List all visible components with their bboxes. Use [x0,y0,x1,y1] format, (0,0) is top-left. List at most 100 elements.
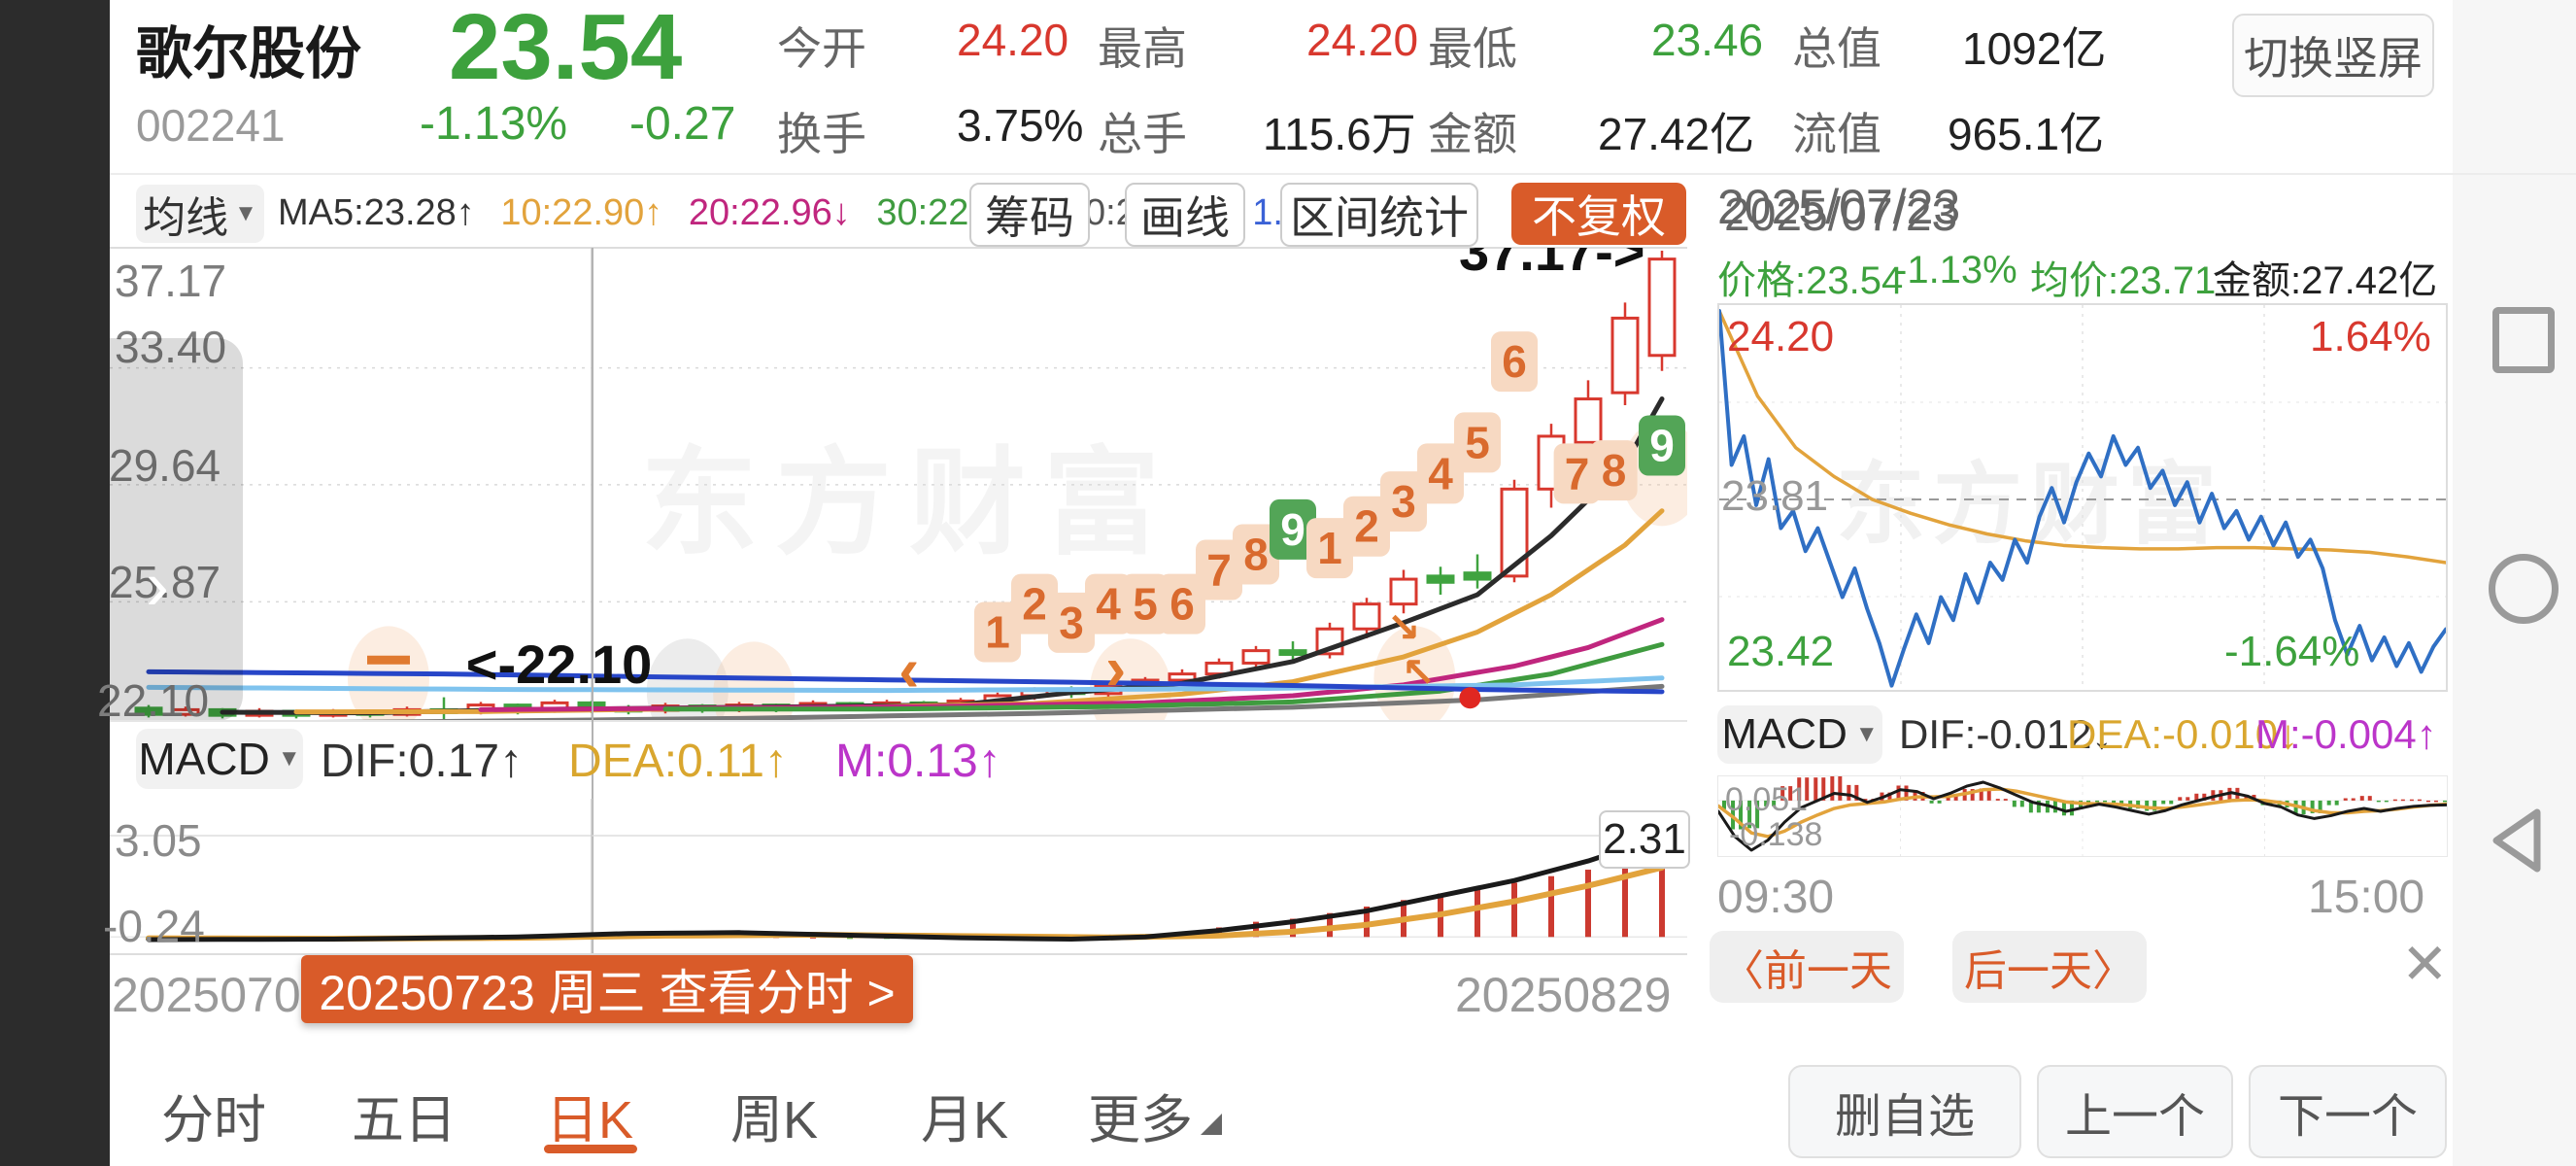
side-drawer-handle[interactable] [110,338,243,721]
next-day-button[interactable]: 后一天〉 [1952,931,2147,1003]
ma-selector-button[interactable]: 均线 ▼ [136,185,264,243]
svg-text:<-22.10: <-22.10 [466,634,653,695]
tab-more[interactable]: 更多 [1088,1091,1193,1149]
tab-daily-k[interactable]: 日K [546,1091,634,1149]
more-corner-icon [1201,1114,1222,1135]
svg-text:2: 2 [1354,501,1379,552]
stat-label-high: 最高 [1098,23,1187,74]
macd-dea-value: DEA:0.11↑ [568,736,788,787]
change-percent: -1.13% [420,98,568,150]
svg-text:8: 8 [1243,529,1269,579]
drawer-expand-icon: › [146,547,169,625]
range-stats-button[interactable]: 区间统计 [1280,183,1478,247]
right-macd-ymax: 0.051 [1725,781,1809,818]
stat-label-open: 今开 [777,23,866,74]
svg-text:37.17->: 37.17-> [1459,248,1645,282]
stat-value-amount: 27.42亿 [1598,109,1755,159]
kline-ylabel-1: 33.40 [115,322,227,372]
stat-label-mktcap: 总值 [1792,23,1881,74]
svg-text:›: › [1105,634,1126,703]
svg-text:9: 9 [1649,421,1675,471]
tab-weekly-k[interactable]: 周K [730,1091,819,1149]
previous-day-button[interactable]: 〈前一天 [1710,931,1904,1003]
tab-monthly-k[interactable]: 月K [921,1091,1009,1149]
right-macd-ymin: -0.138 [1729,816,1823,853]
svg-text:↖: ↖ [1402,649,1436,695]
remove-watchlist-button[interactable]: 删自选 [1788,1065,2021,1158]
macd-selector-button[interactable]: MACD ▼ [136,729,303,789]
back-icon[interactable] [2487,806,2551,874]
stock-code: 002241 [136,100,286,151]
svg-text:5: 5 [1465,417,1490,467]
watermark-right: 东方财富 [1836,456,2225,555]
right-macd-dea: DEA:-0.010↓ [2067,711,2299,757]
macd-chart[interactable] [110,799,1687,954]
view-intraday-banner[interactable]: 20250723 周三 查看分时 > [301,955,913,1023]
right-macd-selector-button[interactable]: MACD ▼ [1717,705,1882,764]
ma10-value: 10:22.90↑ [500,192,663,233]
chevron-down-icon: ▼ [277,745,301,772]
intraday-macd-chart[interactable] [1716,775,2449,857]
svg-text:8: 8 [1602,445,1627,496]
stat-value-turnover: 3.75% [957,100,1084,151]
svg-text:6: 6 [1169,579,1195,630]
right-macd-selector-label: MACD [1721,710,1847,758]
recents-icon[interactable] [2492,307,2555,373]
tab-5day[interactable]: 五日 [352,1091,457,1149]
svg-text:3: 3 [1391,476,1416,527]
draw-line-button[interactable]: 画线 [1125,183,1245,247]
stat-value-volume: 115.6万 [1263,109,1416,159]
stat-label-float: 流值 [1792,109,1881,159]
stat-value-low: 23.46 [1651,15,1764,65]
adjust-mode-button[interactable]: 不复权 [1511,183,1686,245]
xaxis-left-label: 2025070 [112,968,301,1022]
svg-text:1: 1 [1317,523,1342,573]
svg-text:6: 6 [1502,336,1527,387]
header-divider [110,173,2576,175]
crosshair-date: 2025/07/23 [1724,189,1958,241]
home-icon[interactable] [2489,554,2559,624]
stat-label-low: 最低 [1428,23,1517,74]
tab-minute[interactable]: 分时 [161,1091,266,1149]
intraday-pct: -1.13% [1894,249,2017,292]
svg-text:4: 4 [1428,448,1453,498]
left-system-strip [0,0,110,1166]
right-panel-date: 2025/07/23 [1717,180,1961,234]
chips-button[interactable]: 筹码 [969,183,1090,247]
intraday-avg: 均价:23.71 [2030,259,2217,302]
xaxis-right-label: 20250829 [1455,968,1672,1022]
stat-value-mktcap: 1092亿 [1962,23,2107,74]
svg-text:9: 9 [1280,504,1305,555]
macd-ymax-label: 3.05 [115,815,202,866]
macd-bottom-border [110,953,1687,955]
svg-text:1: 1 [985,606,1010,657]
change-absolute: -0.27 [629,98,736,150]
chevron-down-icon: ▼ [234,200,257,226]
close-icon[interactable]: ✕ [2401,933,2449,996]
intraday-high-label: 24.20 [1727,313,1835,360]
kline-ylabel-3: 25.87 [109,557,221,607]
right-macd-dif: DIF:-0.012↓ [1899,711,2113,757]
next-stock-button[interactable]: 下一个 [2249,1065,2447,1158]
stock-price: 23.54 [449,0,683,99]
kline-ylabel-0: 37.17 [115,256,227,306]
intraday-chart[interactable] [1717,303,2448,692]
svg-text:7: 7 [1565,448,1590,498]
svg-text:5: 5 [1133,579,1158,630]
stat-label-amount: 金额 [1428,109,1517,159]
intraday-prevclose-label: 23.81 [1721,472,1829,520]
stat-label-volume: 总手 [1098,109,1187,159]
macd-selector-label: MACD [138,734,270,784]
active-tab-underline [544,1145,637,1153]
stat-value-high: 24.20 [1306,15,1419,65]
svg-text:4: 4 [1096,579,1121,630]
ma5-value: MA5:23.28↑ [278,192,475,233]
kline-chart[interactable]: ‹ › ↘ ↖ 1 2 3 4 5 6 7 8 9 1 2 3 4 5 6 7 8 9 37.17-> <-22.10 [110,221,1703,747]
svg-text:‹: ‹ [898,634,919,704]
intraday-low-pct-label: -1.64% [2224,628,2360,675]
rotate-screen-button[interactable]: 切换竖屏 [2232,14,2434,97]
svg-text:7: 7 [1206,544,1232,595]
stat-value-float: 965.1亿 [1948,109,2105,159]
previous-stock-button[interactable]: 上一个 [2037,1065,2233,1158]
stat-label-turnover: 换手 [777,109,866,159]
